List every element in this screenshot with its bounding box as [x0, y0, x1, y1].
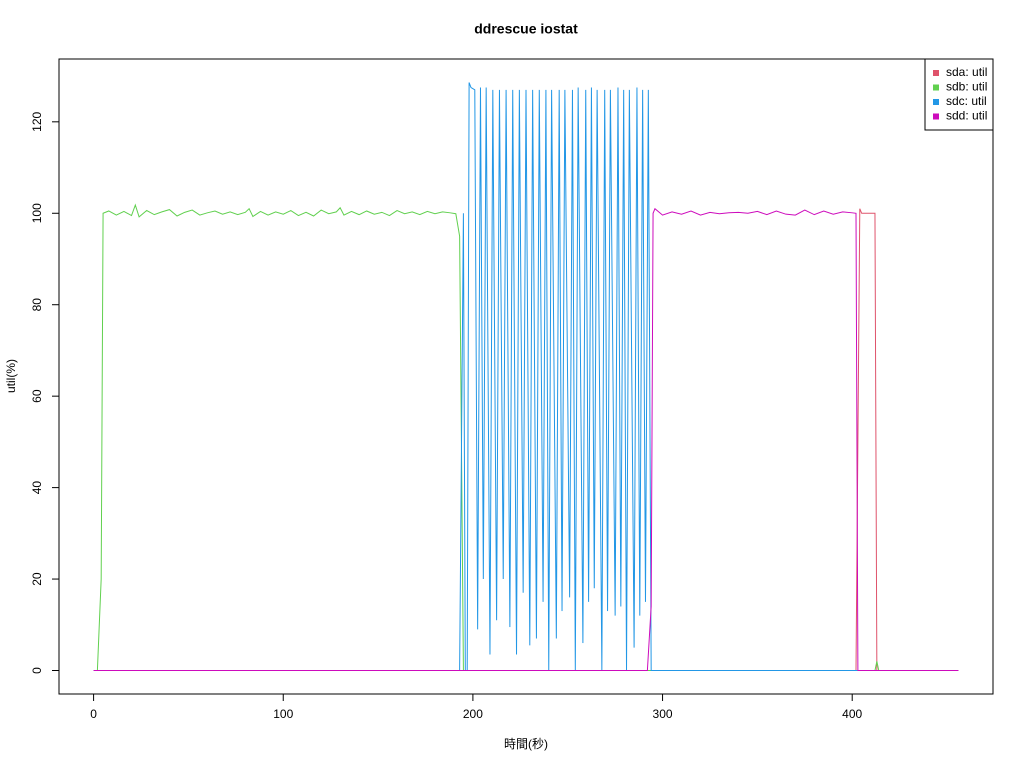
y-tick-label: 40: [30, 481, 44, 495]
y-tick-label: 60: [30, 389, 44, 403]
y-axis-label: util(%): [4, 359, 18, 393]
x-tick-label: 300: [653, 707, 673, 721]
x-axis-label: 時間(秒): [504, 737, 548, 751]
legend-swatch: [933, 70, 939, 76]
x-tick-label: 100: [273, 707, 293, 721]
series-line: [93, 207, 959, 671]
x-tick-label: 0: [90, 707, 97, 721]
y-tick-label: 80: [30, 298, 44, 312]
y-tick-label: 100: [30, 203, 44, 223]
x-tick-label: 400: [842, 707, 862, 721]
series-line: [93, 82, 959, 671]
series-line: [93, 203, 959, 671]
legend-swatch: [933, 84, 939, 91]
legend-label: sdc: util: [946, 94, 987, 108]
y-tick-label: 0: [30, 667, 44, 674]
x-tick-label: 200: [463, 707, 483, 721]
series-line: [93, 208, 959, 671]
legend-label: sda: util: [946, 65, 987, 79]
legend-swatch: [933, 99, 939, 105]
chart-title: ddrescue iostat: [474, 21, 578, 37]
y-tick-label: 120: [30, 111, 44, 131]
legend-label: sdd: util: [946, 109, 987, 123]
y-tick-label: 20: [30, 572, 44, 586]
legend-swatch: [933, 113, 939, 120]
legend-label: sdb: util: [946, 80, 987, 94]
